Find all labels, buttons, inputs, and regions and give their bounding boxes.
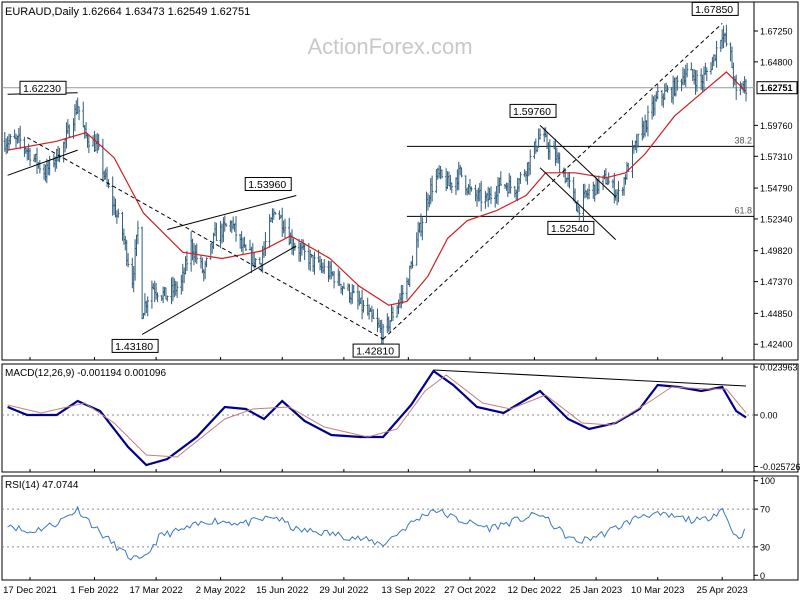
swing-label-box bbox=[691, 1, 739, 16]
trendline bbox=[539, 167, 617, 240]
macd-y-tick-label: 0.00 bbox=[760, 411, 778, 421]
macd-trendline bbox=[433, 369, 747, 387]
trendline bbox=[382, 23, 723, 340]
trendline bbox=[26, 137, 384, 340]
swing-label: 1.53960 bbox=[248, 179, 286, 191]
pane-frame-rsi bbox=[1, 475, 799, 581]
x-tick-label: 17 Mar 2022 bbox=[129, 585, 182, 596]
rsi-pane bbox=[2, 505, 754, 561]
watermark: ActionForex.com bbox=[307, 34, 472, 59]
price-pane: 38.2 61.8 1.62230 1.53960 1.43180 1.42810 1.59… bbox=[2, 1, 754, 358]
x-tick-label: 27 Oct 2022 bbox=[444, 585, 496, 596]
swing-label-box bbox=[19, 80, 67, 95]
macd-header: MACD(12,26,9) -0.001194 0.001096 bbox=[5, 368, 166, 379]
rsi-y-tick-label: 100 bbox=[760, 476, 775, 486]
macd-y-tick-label: 0.023963 bbox=[760, 363, 798, 373]
swing-label: 1.67850 bbox=[695, 4, 733, 16]
x-tick-label: 1 Feb 2022 bbox=[70, 585, 118, 596]
price-y-tick-label: 1.42400 bbox=[760, 340, 793, 350]
rsi-y-tick-label: 70 bbox=[760, 505, 770, 515]
price-y-tick-label: 1.59760 bbox=[760, 121, 793, 131]
rsi-y-tick-label: 30 bbox=[760, 542, 770, 552]
axes: 1.67250 1.64800 1.59760 1.57310 1.54790 1.523… bbox=[3, 26, 800, 596]
price-y-tick-label: 1.49820 bbox=[760, 246, 793, 256]
macd-signal-line bbox=[7, 374, 747, 458]
swing-label: 1.42810 bbox=[356, 346, 394, 358]
price-y-tick-label: 1.64800 bbox=[760, 57, 793, 67]
rsi-header: RSI(14) 47.0744 bbox=[5, 480, 79, 491]
price-y-tick-label: 1.67250 bbox=[760, 26, 793, 36]
x-tick-label: 2 May 2022 bbox=[196, 585, 246, 596]
trendline bbox=[141, 245, 297, 335]
x-tick-label: 10 Mar 2023 bbox=[631, 585, 684, 596]
price-y-tick-label: 1.52340 bbox=[760, 214, 793, 224]
swing-label-box bbox=[352, 343, 400, 358]
swing-label: 1.62230 bbox=[23, 83, 61, 95]
swing-label-box bbox=[244, 177, 292, 192]
macd-pane bbox=[2, 369, 754, 467]
trendline bbox=[167, 195, 297, 231]
x-tick-label: 12 Dec 2022 bbox=[507, 585, 561, 596]
swing-label-box bbox=[111, 338, 159, 353]
rsi-y-tick-label: 0 bbox=[760, 571, 765, 581]
x-tick-label: 13 Sep 2022 bbox=[381, 585, 435, 596]
pane-frame-macd bbox=[1, 363, 799, 473]
trendline bbox=[7, 149, 78, 176]
price-y-tick-label: 1.47370 bbox=[760, 277, 793, 287]
trendline bbox=[539, 125, 617, 198]
x-tick-label: 17 Dec 2021 bbox=[3, 585, 57, 596]
x-tick-label: 25 Apr 2023 bbox=[697, 585, 748, 596]
swing-label: 1.59760 bbox=[513, 106, 551, 118]
current-price-label: 1.62751 bbox=[760, 83, 793, 93]
macd-y-tick-label: -0.025726 bbox=[760, 462, 800, 472]
macd-line bbox=[7, 369, 747, 467]
moving-average-line bbox=[7, 71, 747, 306]
fib-label: 38.2 bbox=[734, 135, 752, 145]
x-tick-label: 15 Jun 2022 bbox=[256, 585, 308, 596]
x-tick-label: 29 Jul 2022 bbox=[319, 585, 368, 596]
price-y-tick-label: 1.44850 bbox=[760, 309, 793, 319]
pane-frame-price bbox=[1, 1, 799, 361]
swing-label-box bbox=[547, 220, 595, 235]
swing-label: 1.52540 bbox=[551, 223, 589, 235]
current-price-box bbox=[756, 81, 798, 95]
price-header: EURAUD,Daily 1.62664 1.63473 1.62549 1.6… bbox=[5, 6, 250, 18]
price-y-tick-label: 1.54790 bbox=[760, 184, 793, 194]
price-y-tick-label: 1.57310 bbox=[760, 152, 793, 162]
x-tick-label: 25 Jan 2023 bbox=[570, 585, 622, 596]
swing-label-box bbox=[509, 103, 557, 118]
rsi-line bbox=[7, 505, 746, 561]
swing-label: 1.43180 bbox=[115, 341, 153, 353]
fib-label: 61.8 bbox=[734, 205, 752, 215]
